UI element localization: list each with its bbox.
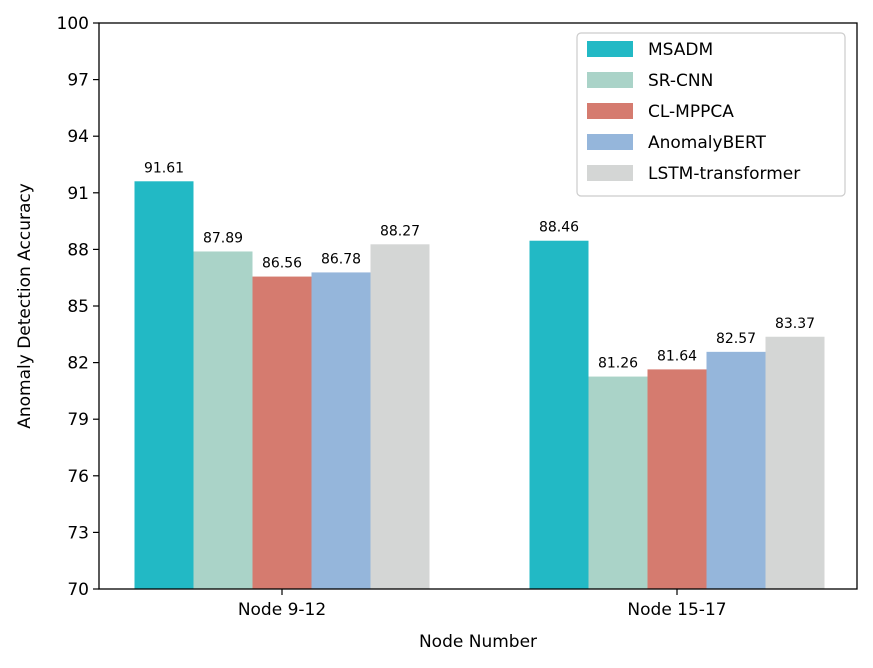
legend-swatch — [587, 165, 633, 181]
bar-value-label: 91.61 — [144, 160, 184, 176]
legend: MSADM SR-CNN CL-MPPCA AnomalyBERT LSTM-trans… — [576, 32, 846, 197]
y-tick-label: 94 — [67, 127, 89, 147]
y-tick-label: 85 — [67, 297, 89, 317]
legend-swatch — [587, 134, 633, 150]
bar-value-label: 83.37 — [775, 316, 815, 332]
y-tick-label: 100 — [57, 14, 89, 34]
bar-value-label: 82.57 — [716, 331, 756, 347]
y-tick-label: 82 — [67, 354, 89, 374]
bar — [588, 376, 648, 589]
bar — [765, 336, 825, 589]
x-tick-label: Node 15-17 — [627, 600, 726, 620]
bar-value-label: 86.78 — [321, 251, 361, 267]
legend-entry: SR-CNN — [648, 71, 713, 91]
bar-value-label: 86.56 — [262, 256, 302, 272]
plot-frame — [98, 22, 858, 590]
bar — [370, 244, 430, 589]
legend-entry: MSADM — [648, 40, 713, 60]
bar-value-label: 87.89 — [203, 230, 243, 246]
bar-value-label: 88.27 — [380, 223, 420, 239]
y-tick-label: 91 — [67, 184, 89, 204]
bar — [706, 351, 766, 589]
legend-entry: AnomalyBERT — [648, 133, 767, 153]
y-axis: 70 73 76 79 82 85 88 91 94 97 100 — [57, 14, 99, 600]
y-axis-label: Anomaly Detection Accuracy — [15, 183, 35, 429]
x-axis: Node 9-12 Node 15-17 — [238, 589, 727, 620]
legend-swatch — [587, 72, 633, 88]
bar-value-label: 81.64 — [657, 348, 697, 364]
x-axis-label: Node Number — [419, 632, 537, 652]
legend-swatch — [587, 41, 633, 57]
bar — [134, 181, 194, 590]
y-tick-label: 76 — [67, 467, 89, 487]
bar — [193, 251, 253, 589]
y-tick-label: 88 — [67, 240, 89, 260]
bar — [529, 240, 589, 590]
y-tick-label: 73 — [67, 523, 89, 543]
legend-entry: LSTM-transformer — [648, 164, 800, 184]
y-tick-label: 70 — [67, 580, 89, 600]
y-tick-label: 79 — [67, 410, 89, 430]
y-tick-label: 97 — [67, 71, 89, 91]
legend-entry: CL-MPPCA — [648, 102, 734, 122]
data-labels: 91.61 87.89 86.56 86.78 88.27 88.46 81.26 81.64… — [144, 160, 815, 371]
bar — [252, 276, 312, 589]
x-tick-label: Node 9-12 — [238, 600, 326, 620]
bars — [134, 181, 825, 590]
bar-value-label: 88.46 — [539, 220, 579, 236]
bar-value-label: 81.26 — [598, 356, 638, 372]
legend-box — [576, 32, 846, 197]
legend-swatch — [587, 103, 633, 119]
bar — [311, 272, 371, 589]
bar — [647, 369, 707, 589]
